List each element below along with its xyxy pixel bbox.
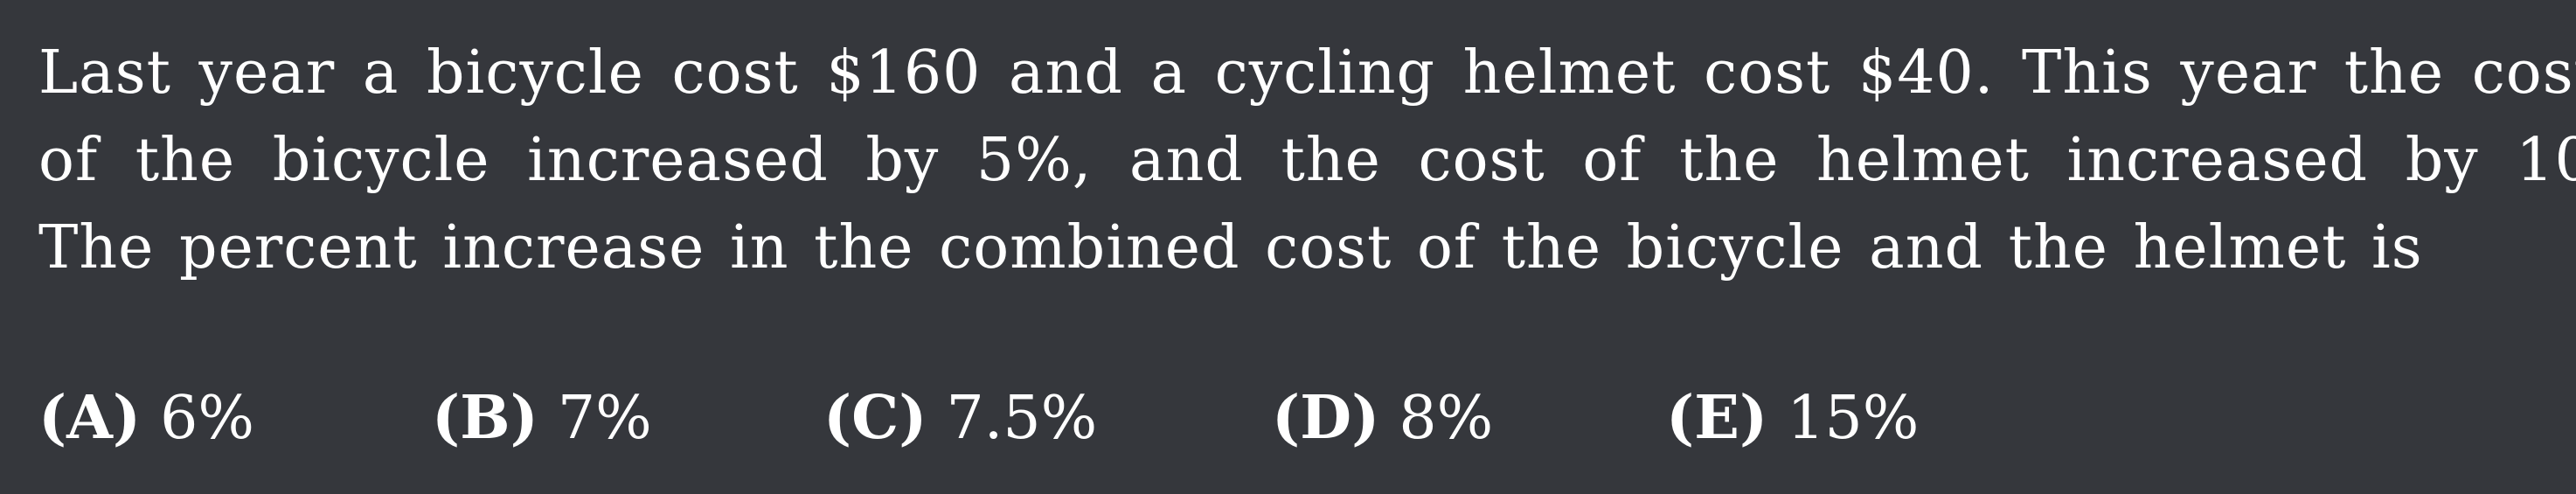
problem-line-2: of the bicycle increased by 5%, and the … — [38, 126, 2576, 195]
choice-d: (D) 8% — [1272, 374, 1493, 463]
choice-b-value: 7% — [557, 384, 652, 453]
problem-statement: Last year a bicycle cost $160 and a cycl… — [38, 30, 2576, 292]
choice-c-letter: (C) — [823, 383, 927, 453]
choice-c: (C) 7.5% — [823, 374, 1097, 463]
choice-b: (B) 7% — [432, 374, 652, 463]
choice-b-letter: (B) — [432, 383, 538, 453]
problem-line-3: The percent increase in the combined cos… — [38, 213, 2423, 282]
choice-a-letter: (A) — [38, 383, 142, 453]
answer-choices: (A) 6% (B) 7% (C) 7.5% (D) 8% (E) 15% — [0, 374, 2576, 462]
choice-a-value: 6% — [160, 384, 254, 453]
choice-e-value: 15% — [1787, 384, 1920, 453]
choice-a: (A) 6% — [38, 374, 254, 463]
choice-d-letter: (D) — [1272, 383, 1380, 453]
choice-c-value: 7.5% — [946, 384, 1098, 453]
choice-e: (E) 15% — [1666, 374, 1919, 463]
choice-d-value: 8% — [1399, 384, 1494, 453]
problem-line-1: Last year a bicycle cost $160 and a cycl… — [38, 38, 2576, 108]
choice-e-letter: (E) — [1666, 383, 1768, 453]
